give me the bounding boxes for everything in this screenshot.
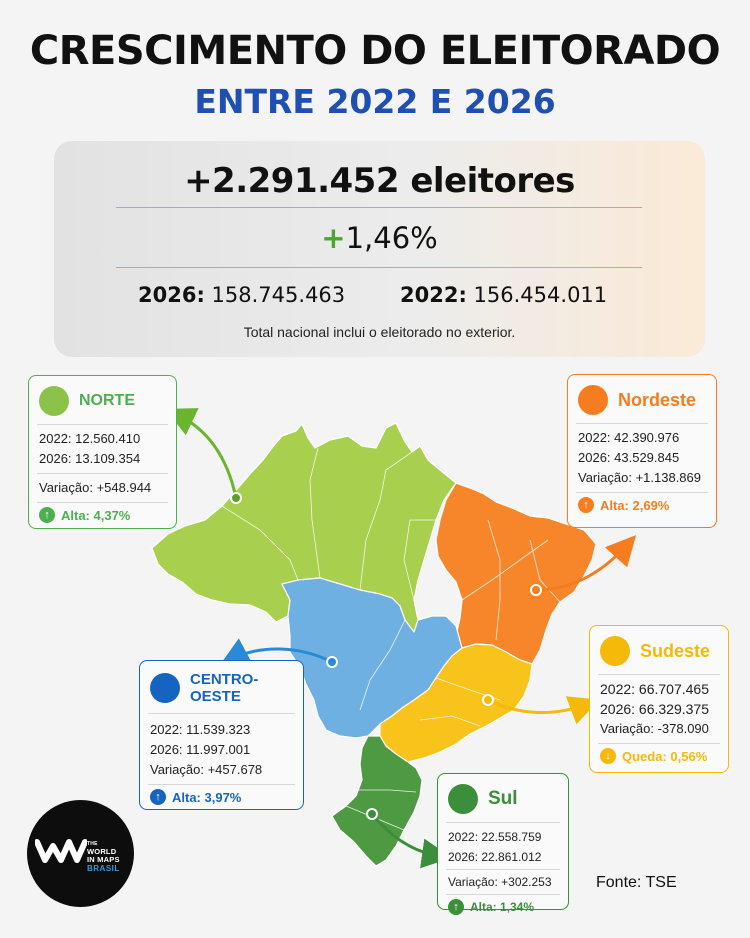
norte-variation: Variação: +548.944 — [39, 480, 152, 495]
nordeste-card: Nordeste 2022: 42.390.976 2026: 43.529.8… — [567, 374, 717, 528]
total-2022: 2022: 156.454.011 — [400, 283, 607, 307]
growth-percentage-value: 1,46% — [345, 221, 438, 255]
year-2022-label: 2022: — [400, 283, 467, 307]
total-2026: 2026: 158.745.463 — [138, 283, 345, 307]
sudeste-name: Sudeste — [640, 640, 711, 661]
growth-percentage: +1,46% — [54, 221, 705, 255]
arrow-up-icon: ↑ — [39, 507, 55, 523]
norte-color-dot — [39, 386, 69, 416]
sudeste-card: Sudeste 2022: 66.707.465 2026: 66.329.37… — [589, 625, 729, 773]
sudeste-marker — [482, 694, 494, 706]
divider — [116, 207, 642, 208]
centro-oeste-marker — [326, 656, 338, 668]
year-2026-value: 158.745.463 — [211, 283, 346, 307]
divider — [37, 502, 168, 503]
logo-text: THE WORLD IN MAPS — [87, 841, 120, 864]
norte-name: NORTE — [79, 392, 135, 409]
sul-2026: 2026: 22.861.012 — [448, 850, 542, 864]
divider — [446, 894, 560, 895]
summary-note: Total nacional inclui o eleitorado no ex… — [243, 324, 516, 340]
sul-arrow — [370, 812, 452, 869]
nordeste-trend: ↑ Alta: 2,69% — [568, 493, 716, 513]
centro-oeste-name: CENTRO-OESTE — [190, 671, 259, 705]
nordeste-name: Nordeste — [618, 389, 697, 410]
source-label: Fonte: TSE — [596, 874, 677, 891]
divider — [116, 267, 642, 268]
region-arrows — [165, 408, 637, 869]
divider — [576, 492, 708, 493]
arrow-up-icon: ↑ — [448, 899, 464, 915]
sudeste-2022: 2022: 66.707.465 — [600, 681, 709, 697]
sul-marker — [366, 808, 378, 820]
centro-oeste-arrow — [219, 638, 334, 666]
sudeste-trend-label: Queda: 0,56% — [622, 748, 708, 764]
sudeste-trend: ↓ Queda: 0,56% — [590, 744, 728, 764]
centro-oeste-variation: Variação: +457.678 — [150, 762, 263, 777]
divider — [598, 674, 720, 675]
nordeste-2022: 2022: 42.390.976 — [578, 430, 680, 445]
arrow-up-icon: ↑ — [150, 789, 166, 805]
centro-oeste-color-dot — [150, 673, 180, 703]
sul-card: Sul 2022: 22.558.759 2026: 22.861.012 Va… — [437, 773, 569, 915]
region-sul — [331, 735, 423, 867]
arrow-up-icon: ↑ — [578, 497, 594, 513]
logo-subtext: BRASIL — [87, 864, 120, 873]
region-markers — [230, 492, 542, 820]
centro-oeste-card: CENTRO-OESTE 2022: 11.539.323 2026: 11.9… — [139, 660, 304, 810]
year-2022-value: 156.454.011 — [473, 283, 608, 307]
norte-card: NORTE 2022: 12.560.410 2026: 13.109.354 … — [28, 375, 177, 529]
divider — [37, 473, 168, 474]
sudeste-arrow — [486, 696, 600, 725]
centro-oeste-2026: 2026: 11.997.001 — [150, 742, 251, 757]
region-nordeste — [435, 482, 597, 665]
centro-oeste-2022: 2022: 11.539.323 — [150, 722, 251, 737]
norte-marker — [230, 492, 242, 504]
nordeste-arrow — [534, 535, 637, 592]
page-title: CRESCIMENTO DO ELEITORADO — [29, 28, 721, 74]
national-summary-panel: +2.291.452 eleitores +1,46% 2026: 158.74… — [54, 141, 705, 357]
sul-color-dot — [448, 784, 478, 814]
sul-trend: ↑ Alta: 1,34% — [438, 895, 568, 915]
year-2026-label: 2026: — [138, 283, 205, 307]
norte-arrow — [165, 408, 238, 500]
centro-oeste-trend: ↑ Alta: 3,97% — [140, 785, 303, 805]
divider — [148, 713, 295, 714]
divider — [148, 784, 295, 785]
nordeste-color-dot — [578, 385, 608, 415]
plus-sign: + — [321, 221, 346, 255]
sul-trend-label: Alta: 1,34% — [470, 900, 535, 914]
norte-trend-label: Alta: 4,37% — [61, 507, 131, 523]
nordeste-trend-label: Alta: 2,69% — [600, 497, 670, 513]
nordeste-marker — [530, 584, 542, 596]
page-subtitle: ENTRE 2022 E 2026 — [194, 82, 556, 121]
sudeste-2026: 2026: 66.329.375 — [600, 701, 709, 717]
sul-name: Sul — [488, 788, 518, 809]
region-sudeste — [379, 643, 533, 763]
divider — [598, 743, 720, 744]
norte-2022: 2022: 12.560.410 — [39, 431, 141, 446]
logo-mark-icon — [35, 839, 87, 863]
norte-trend: ↑ Alta: 4,37% — [29, 503, 176, 523]
divider — [576, 423, 708, 424]
sul-variation: Variação: +302.253 — [448, 875, 552, 889]
divider — [446, 869, 560, 870]
world-in-maps-logo: THE WORLD IN MAPS BRASIL — [27, 800, 134, 907]
nordeste-2026: 2026: 43.529.845 — [578, 450, 680, 465]
norte-2026: 2026: 13.109.354 — [39, 451, 141, 466]
total-growth: +2.291.452 eleitores — [184, 161, 575, 201]
arrow-down-icon: ↓ — [600, 748, 616, 764]
sudeste-color-dot — [600, 636, 630, 666]
centro-oeste-trend-label: Alta: 3,97% — [172, 789, 242, 805]
divider — [446, 822, 560, 823]
nordeste-variation: Variação: +1.138.869 — [578, 470, 701, 485]
divider — [37, 424, 168, 425]
sul-2022: 2022: 22.558.759 — [448, 830, 542, 844]
sudeste-variation: Variação: -378.090 — [600, 721, 709, 736]
